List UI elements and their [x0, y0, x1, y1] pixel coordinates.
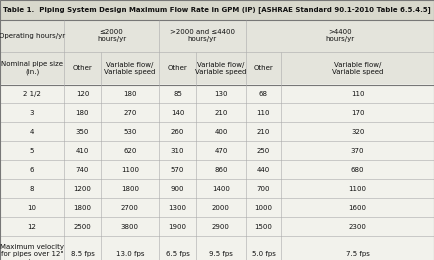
Text: 260: 260 [171, 129, 184, 135]
Text: 3800: 3800 [121, 224, 139, 230]
Text: Other: Other [168, 65, 187, 71]
Text: 2300: 2300 [349, 224, 367, 230]
Text: 2500: 2500 [74, 224, 91, 230]
Bar [0, 84, 434, 260]
Text: Variable flow/
Variable speed: Variable flow/ Variable speed [195, 62, 247, 75]
Text: 4: 4 [30, 129, 34, 135]
Text: 680: 680 [351, 167, 365, 173]
Text: 1200: 1200 [73, 186, 92, 192]
Text: 10: 10 [28, 205, 36, 211]
Text: >4400
hours/yr: >4400 hours/yr [325, 29, 355, 42]
Text: Other: Other [253, 65, 273, 71]
Text: 400: 400 [214, 129, 227, 135]
Text: 1800: 1800 [73, 205, 92, 211]
Text: 1800: 1800 [121, 186, 139, 192]
Text: 440: 440 [257, 167, 270, 173]
Text: 5: 5 [30, 148, 34, 154]
Text: 7.5 fps: 7.5 fps [345, 251, 370, 257]
Text: 120: 120 [76, 91, 89, 97]
Text: 470: 470 [214, 148, 227, 154]
Text: Operating hours/yr: Operating hours/yr [0, 33, 65, 39]
Text: >2000 and ≤4400
hours/yr: >2000 and ≤4400 hours/yr [170, 29, 235, 42]
Text: 130: 130 [214, 91, 228, 97]
Text: 180: 180 [76, 110, 89, 116]
Text: 410: 410 [76, 148, 89, 154]
Text: 350: 350 [76, 129, 89, 135]
Text: 2 1/2: 2 1/2 [23, 91, 41, 97]
Text: 900: 900 [171, 186, 184, 192]
Text: 2900: 2900 [212, 224, 230, 230]
Text: Variable flow/
Variable speed: Variable flow/ Variable speed [332, 62, 383, 75]
Text: 68: 68 [259, 91, 268, 97]
Text: 13.0 fps: 13.0 fps [115, 251, 144, 257]
Text: 570: 570 [171, 167, 184, 173]
Text: 6: 6 [30, 167, 34, 173]
Text: 1900: 1900 [168, 224, 187, 230]
Text: 110: 110 [351, 91, 365, 97]
Text: 1500: 1500 [254, 224, 273, 230]
Text: 210: 210 [257, 129, 270, 135]
Text: 110: 110 [256, 110, 270, 116]
Text: 2000: 2000 [212, 205, 230, 211]
Text: 700: 700 [256, 186, 270, 192]
Text: 2700: 2700 [121, 205, 139, 211]
Text: Maximum velocity
for pipes over 12"
size: Maximum velocity for pipes over 12" size [0, 244, 64, 260]
Text: 1100: 1100 [121, 167, 139, 173]
Text: 1600: 1600 [349, 205, 367, 211]
Text: 320: 320 [351, 129, 364, 135]
Text: 8: 8 [30, 186, 34, 192]
Text: 370: 370 [351, 148, 365, 154]
Text: 1000: 1000 [254, 205, 273, 211]
Text: 6.5 fps: 6.5 fps [165, 251, 190, 257]
Text: Nominal pipe size
(in.): Nominal pipe size (in.) [1, 61, 63, 75]
Text: 1400: 1400 [212, 186, 230, 192]
Text: 310: 310 [171, 148, 184, 154]
Text: 270: 270 [123, 110, 136, 116]
Text: 170: 170 [351, 110, 365, 116]
Bar [0, 0, 434, 20]
Text: Table 1.  Piping System Design Maximum Flow Rate in GPM (IP) [ASHRAE Standard 90: Table 1. Piping System Design Maximum Fl… [3, 6, 431, 13]
Text: 860: 860 [214, 167, 228, 173]
Text: 9.5 fps: 9.5 fps [209, 251, 233, 257]
Text: 180: 180 [123, 91, 137, 97]
Text: 140: 140 [171, 110, 184, 116]
Text: 250: 250 [257, 148, 270, 154]
Text: 12: 12 [28, 224, 36, 230]
Text: 8.5 fps: 8.5 fps [70, 251, 95, 257]
Text: 210: 210 [214, 110, 227, 116]
Text: 1100: 1100 [349, 186, 367, 192]
Bar [0, 20, 434, 52]
Text: 85: 85 [173, 91, 182, 97]
Text: 620: 620 [123, 148, 136, 154]
Text: Variable flow/
Variable speed: Variable flow/ Variable speed [104, 62, 155, 75]
Text: 740: 740 [76, 167, 89, 173]
Text: 1300: 1300 [168, 205, 187, 211]
Text: 5.0 fps: 5.0 fps [251, 251, 276, 257]
Text: 3: 3 [30, 110, 34, 116]
Text: 530: 530 [123, 129, 136, 135]
Text: ≤2000
hours/yr: ≤2000 hours/yr [97, 29, 126, 42]
Text: Other: Other [72, 65, 92, 71]
Bar [0, 52, 434, 84]
